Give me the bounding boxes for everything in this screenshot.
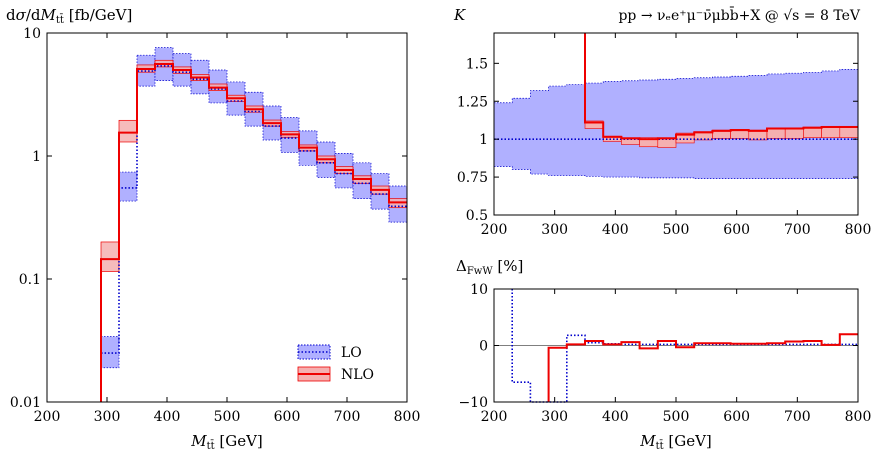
k-lo-band-bin bbox=[694, 77, 713, 179]
k-nlo-line bbox=[584, 33, 858, 141]
main-xtick-label: 300 bbox=[94, 409, 121, 425]
k-lo-band-bin bbox=[548, 86, 568, 176]
kfactor-ylabel: K bbox=[453, 6, 466, 24]
main-xtick-label: 700 bbox=[334, 409, 361, 425]
k-ytick-label: 1.25 bbox=[457, 94, 488, 110]
k-xtick-label: 800 bbox=[845, 222, 872, 238]
k-xtick-label: 500 bbox=[663, 222, 690, 238]
fww-panel: ΔFwW [%] 200 300 400 500 600 700 800 −10 0 10 Mtt… bbox=[456, 257, 871, 452]
main-xtick-label: 600 bbox=[274, 409, 301, 425]
main-ytick-label: 0.01 bbox=[10, 395, 41, 411]
f-xtick-label: 500 bbox=[663, 409, 690, 425]
k-lo-band-bin bbox=[621, 80, 641, 178]
f-xtick-label: 800 bbox=[845, 409, 872, 425]
main-xtick-label: 400 bbox=[154, 409, 181, 425]
k-lo-band-bin bbox=[767, 73, 786, 179]
k-lo-band-lower-edge bbox=[494, 166, 858, 179]
f-ytick-label: −10 bbox=[458, 395, 488, 411]
nlo-band-bin bbox=[118, 119, 138, 143]
main-lines bbox=[100, 62, 407, 402]
main-xtick-label: 500 bbox=[214, 409, 241, 425]
f-nlo-line bbox=[547, 333, 858, 402]
k-lo-band-bin bbox=[712, 76, 732, 179]
f-xtick-label: 700 bbox=[784, 409, 811, 425]
k-lo-band-bin bbox=[585, 83, 604, 177]
k-lo-band-bin bbox=[803, 72, 823, 179]
k-lo-band-bin bbox=[639, 80, 659, 178]
k-ytick-label: 1.5 bbox=[466, 56, 488, 72]
k-lo-band-bin bbox=[566, 84, 586, 176]
k-lo-band-bin bbox=[603, 81, 622, 178]
k-lo-band-bin bbox=[530, 90, 550, 175]
f-ytick-label: 10 bbox=[470, 282, 488, 298]
main-ticks: 200 300 400 500 600 700 800 0.01 0.1 1 10 bbox=[10, 26, 421, 425]
main-panel: dσ/dMtt̄ [fb/GeV] 200 300 400 500 600 700 800 0… bbox=[6, 6, 420, 452]
k-lo-band-bin bbox=[730, 76, 750, 179]
k-xtick-label: 700 bbox=[784, 222, 811, 238]
k-xtick-label: 600 bbox=[723, 222, 750, 238]
f-lines bbox=[494, 289, 858, 403]
main-ytick-label: 10 bbox=[23, 26, 41, 42]
k-lo-band-bin bbox=[748, 75, 768, 179]
k-xtick-label: 400 bbox=[602, 222, 629, 238]
k-ytick-label: 0.75 bbox=[457, 170, 488, 186]
k-lo-band-bin bbox=[821, 70, 841, 179]
f-ticks: 200 300 400 500 600 700 800 −10 0 10 bbox=[458, 282, 871, 425]
legend-lo-label: LO bbox=[341, 345, 362, 361]
main-ytick-label: 0.1 bbox=[19, 272, 41, 288]
fww-xlabel: Mtt̄ [GeV] bbox=[639, 432, 712, 452]
k-ytick-label: 0.5 bbox=[466, 208, 488, 224]
main-ytick-label: 1 bbox=[32, 149, 41, 165]
f-ytick-label: 0 bbox=[479, 339, 488, 355]
k-xtick-label: 200 bbox=[481, 222, 508, 238]
f-xtick-label: 300 bbox=[541, 409, 568, 425]
k-xtick-label: 300 bbox=[541, 222, 568, 238]
nlo-series-line bbox=[100, 62, 407, 402]
nlo-band-bin bbox=[100, 241, 120, 272]
k-ticks: 200 300 400 500 600 700 800 0.5 0.75 1 1.25 1.5 bbox=[457, 33, 872, 238]
k-lo-band-bin bbox=[512, 98, 531, 170]
k-ytick-label: 1 bbox=[479, 132, 488, 148]
k-lo-band-bin bbox=[785, 73, 804, 179]
main-bands bbox=[100, 47, 408, 369]
k-lines bbox=[494, 33, 858, 141]
f-xtick-label: 400 bbox=[602, 409, 629, 425]
main-xtick-label: 800 bbox=[394, 409, 421, 425]
k-lo-band-bin bbox=[494, 102, 513, 167]
legend-nlo-label: NLO bbox=[341, 367, 374, 383]
lo-series-line bbox=[100, 65, 407, 402]
kfactor-panel: K pp → νₑe⁺μ⁻ν̄μbb̄+X @ √s = 8 TeV 200 30… bbox=[453, 6, 871, 238]
lo-band-bin bbox=[100, 336, 120, 369]
k-lo-band-bin bbox=[676, 78, 695, 178]
main-ylabel: dσ/dMtt̄ [fb/GeV] bbox=[6, 6, 132, 26]
main-xtick-label: 200 bbox=[34, 409, 61, 425]
lo-band-bin bbox=[118, 171, 138, 202]
process-label: pp → νₑe⁺μ⁻ν̄μbb̄+X @ √s = 8 TeV bbox=[618, 6, 860, 24]
main-xlabel: Mtt̄ [GeV] bbox=[190, 432, 263, 452]
k-lo-band-bin bbox=[839, 69, 859, 179]
f-xtick-label: 600 bbox=[723, 409, 750, 425]
k-bands bbox=[494, 69, 859, 179]
f-lo-line bbox=[511, 289, 858, 403]
k-lo-band-bin bbox=[657, 79, 677, 178]
fww-ylabel: ΔFwW [%] bbox=[456, 257, 523, 277]
legend: LO NLO bbox=[297, 344, 374, 383]
f-xtick-label: 200 bbox=[481, 409, 508, 425]
